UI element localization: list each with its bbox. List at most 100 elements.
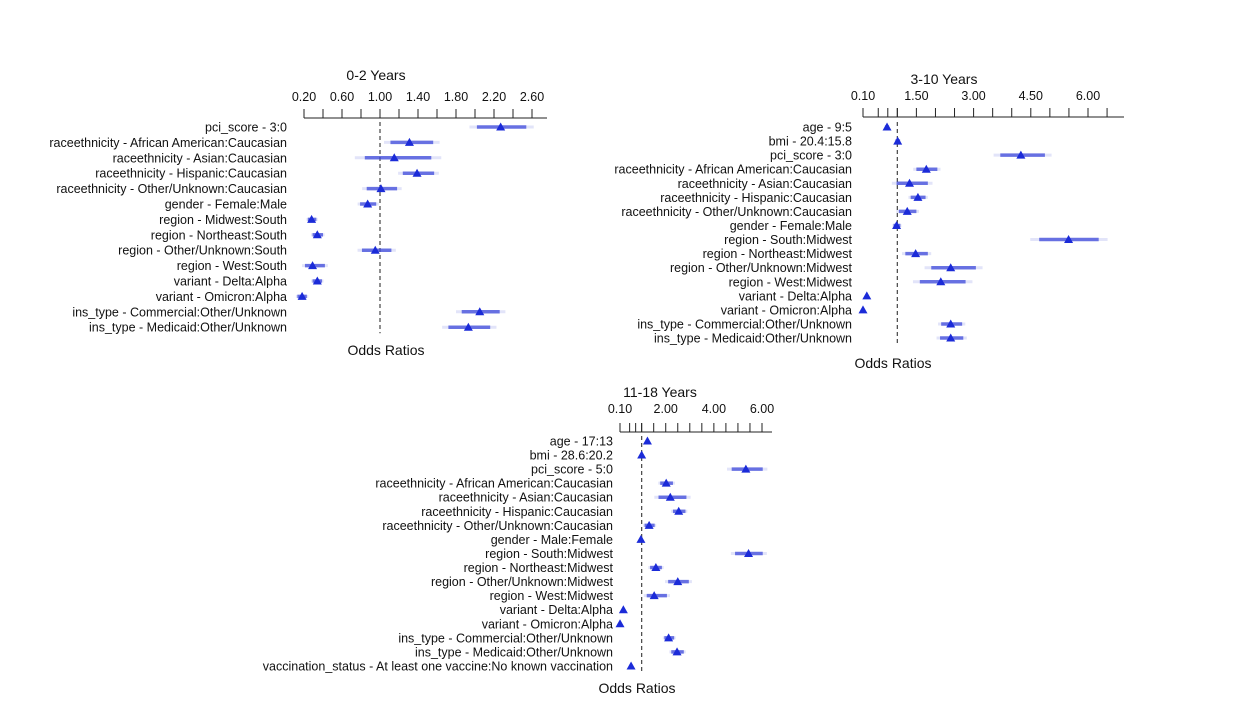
x-axis-label: Odds Ratios: [854, 355, 931, 371]
row-label: region - South:Midwest: [485, 547, 613, 561]
row-label: region - West:Midwest: [729, 275, 853, 289]
odds-ratio-point: [404, 137, 414, 146]
row-label: ins_type - Commercial:Other/Unknown: [398, 631, 613, 645]
row-label: variant - Omicron:Alpha: [482, 617, 613, 631]
forest-panel-0: 0-2 Years 0.20 0.60 1.00 1.40 1.80 2.20 2.60 pci…: [49, 67, 547, 358]
odds-ratio-point: [651, 563, 661, 572]
row-label: bmi - 20.4:15.8: [769, 135, 852, 149]
row-label: bmi - 28.6:20.2: [530, 449, 613, 463]
row-label: region - Other/Unknown:Midwest: [431, 575, 614, 589]
odds-ratio-point: [370, 245, 380, 254]
odds-ratio-point: [297, 291, 307, 300]
odds-ratio-point: [642, 436, 652, 445]
x-tick-label: 4.00: [702, 402, 726, 416]
odds-ratio-point: [744, 548, 754, 557]
x-tick-label: 4.50: [1019, 89, 1043, 103]
odds-ratio-point: [672, 647, 682, 656]
row-label: variant - Delta:Alpha: [739, 289, 852, 303]
x-tick-label: 2.60: [520, 90, 544, 104]
odds-ratio-point: [921, 164, 931, 173]
odds-ratio-point: [1064, 235, 1074, 244]
odds-ratio-point: [902, 206, 912, 215]
row-label: ins_type - Medicaid:Other/Unknown: [89, 321, 287, 335]
odds-ratio-point: [626, 661, 636, 670]
odds-ratio-point: [911, 249, 921, 258]
row-label: ins_type - Commercial:Other/Unknown: [72, 305, 287, 319]
row-label: raceethnicity - African American:Caucasi…: [614, 163, 852, 177]
row-label: region - West:South: [177, 259, 287, 273]
odds-ratio-point: [496, 122, 506, 131]
odds-ratio-point: [892, 220, 902, 229]
row-label: age - 9:5: [803, 121, 852, 135]
odds-ratio-point: [389, 153, 399, 162]
odds-ratio-point: [905, 178, 915, 187]
row-label: ins_type - Medicaid:Other/Unknown: [654, 332, 852, 346]
odds-ratio-point: [862, 291, 872, 300]
odds-ratio-point: [913, 192, 923, 201]
x-tick-label: 1.40: [406, 90, 430, 104]
odds-ratio-point: [893, 136, 903, 145]
odds-ratio-point: [946, 319, 956, 328]
odds-ratio-point: [412, 168, 422, 177]
panel-title: 11-18 Years: [623, 384, 697, 400]
row-label: vaccination_status - At least one vaccin…: [263, 659, 613, 673]
odds-ratio-point: [1016, 150, 1026, 159]
x-tick-label: 2.00: [654, 402, 678, 416]
odds-ratio-point: [312, 276, 322, 285]
row-label: pci_score - 3:0: [770, 149, 852, 163]
row-label: variant - Omicron:Alpha: [156, 290, 287, 304]
x-tick-label: 0.20: [292, 90, 316, 104]
odds-ratio-point: [636, 534, 646, 543]
odds-ratio-point: [673, 577, 683, 586]
row-label: age - 17:13: [550, 435, 613, 449]
row-label: raceethnicity - Other/Unknown:Caucasian: [56, 182, 287, 196]
odds-ratio-point: [649, 591, 659, 600]
row-label: raceethnicity - African American:Caucasi…: [49, 136, 287, 150]
odds-ratio-point: [463, 322, 473, 331]
row-label: region - Northeast:Midwest: [464, 561, 614, 575]
row-label: region - South:Midwest: [724, 233, 852, 247]
row-label: gender - Female:Male: [730, 219, 852, 233]
forest-panel-1: 3-10 Years 0.10 1.50 3.00 4.50 6.00 age - 9:5b…: [614, 71, 1124, 371]
row-label: region - Other/Unknown:Midwest: [670, 261, 853, 275]
row-label: variant - Delta:Alpha: [174, 275, 287, 289]
x-tick-label: 1.50: [904, 89, 928, 103]
row-label: gender - Male:Female: [491, 533, 613, 547]
odds-ratio-point: [307, 214, 317, 223]
row-label: region - West:Midwest: [490, 589, 614, 603]
odds-ratio-point: [618, 605, 628, 614]
odds-ratio-point: [858, 305, 868, 314]
x-tick-label: 0.10: [608, 402, 632, 416]
x-tick-label: 0.10: [851, 89, 875, 103]
row-label: gender - Female:Male: [165, 198, 287, 212]
row-label: raceethnicity - African American:Caucasi…: [375, 477, 613, 491]
x-tick-label: 6.00: [1076, 89, 1100, 103]
odds-ratio-point: [615, 619, 625, 628]
x-axis-label: Odds Ratios: [347, 342, 424, 358]
row-label: ins_type - Commercial:Other/Unknown: [637, 317, 852, 331]
row-label: raceethnicity - Hispanic:Caucasian: [95, 167, 287, 181]
forest-panel-2: 11-18 Years 0.10 2.00 4.00 6.00 age - 17:13bm…: [263, 384, 774, 696]
odds-ratio-point: [946, 263, 956, 272]
odds-ratio-point: [376, 184, 386, 193]
odds-ratio-point: [946, 333, 956, 342]
odds-ratio-point: [312, 230, 322, 239]
row-label: variant - Omicron:Alpha: [721, 303, 852, 317]
odds-ratio-point: [936, 277, 946, 286]
row-label: raceethnicity - Hispanic:Caucasian: [660, 191, 852, 205]
row-label: region - Midwest:South: [159, 213, 287, 227]
row-label: region - Northeast:South: [151, 228, 287, 242]
row-label: variant - Delta:Alpha: [500, 603, 613, 617]
row-label: pci_score - 5:0: [531, 463, 613, 477]
x-axis-label: Odds Ratios: [598, 680, 675, 696]
odds-ratio-point: [674, 506, 684, 515]
odds-ratio-point: [661, 478, 671, 487]
odds-ratio-point: [363, 199, 373, 208]
row-label: ins_type - Medicaid:Other/Unknown: [415, 645, 613, 659]
odds-ratio-point: [665, 492, 675, 501]
odds-ratio-point: [475, 307, 485, 316]
panel-title: 0-2 Years: [346, 67, 405, 83]
x-tick-label: 1.00: [368, 90, 392, 104]
x-tick-label: 1.80: [444, 90, 468, 104]
